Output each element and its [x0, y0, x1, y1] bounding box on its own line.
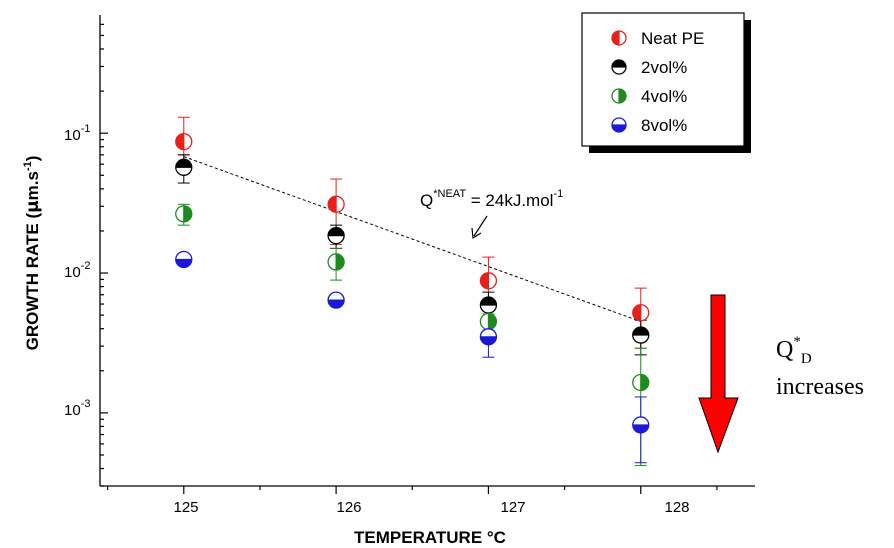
- legend-label-8vol: 8vol%: [641, 116, 687, 135]
- data-point-s3-p1-half-fill: [327, 299, 345, 309]
- data-point-s2-p0: [175, 205, 193, 223]
- x-tick-label-126: 126: [336, 499, 361, 516]
- data-point-s1-p1-half-fill: [327, 227, 345, 236]
- data-point-s3-p0-half-fill: [175, 259, 193, 268]
- data-point-s3-p3-half-fill: [632, 424, 650, 434]
- x-tick-label-125: 125: [173, 499, 198, 516]
- legend-marker-s3: [611, 117, 627, 133]
- data-point-s1-p3-half-fill: [632, 326, 650, 336]
- data-point-s1-p0-half-fill: [175, 159, 193, 168]
- y-tick-label-2: 10-2: [64, 260, 90, 281]
- data-point-s0-p0-half-fill: [175, 133, 185, 150]
- data-point-s2-p3: [632, 373, 650, 392]
- data-point-s0-p3: [632, 304, 650, 322]
- plot-marks: [175, 116, 650, 467]
- x-tick-label-127: 127: [500, 499, 525, 516]
- data-point-s0-p1: [327, 195, 345, 213]
- y-axis-title: GROWTH RATE (μm.s-1): [22, 156, 43, 351]
- increases-label: increases: [776, 374, 864, 400]
- data-point-s1-p3: [632, 326, 650, 344]
- legend: Neat PE 2vol% 4vol% 8vol%: [581, 12, 751, 153]
- legend-markers: [611, 30, 627, 133]
- y-tick-label-1: 10-1: [64, 123, 90, 144]
- data-point-s1-p2-half-fill: [480, 296, 497, 306]
- legend-box: [581, 12, 745, 147]
- y-ticks: [100, 23, 108, 487]
- data-point-s0-p2-half-fill: [480, 272, 489, 290]
- qd-label: Q*D: [776, 334, 812, 367]
- red-down-arrow: [698, 294, 739, 454]
- x-ticks: [107, 486, 718, 494]
- activation-energy-label: Q*NEAT = 24kJ.mol-1: [420, 188, 563, 210]
- data-point-s1-p1: [327, 227, 345, 245]
- data-point-s0-p0: [175, 132, 193, 151]
- legend-label-4vol: 4vol%: [641, 87, 687, 106]
- data-point-s3-p1: [327, 291, 345, 309]
- data-point-s0-p3-half-fill: [632, 304, 642, 321]
- data-point-s2-p1: [327, 253, 345, 271]
- data-point-s2-p2-half-fill: [488, 313, 497, 330]
- data-point-s2-p1-half-fill: [335, 253, 345, 271]
- x-axis-title: TEMPERATURE °C: [354, 528, 506, 547]
- legend-marker-s2: [611, 88, 627, 104]
- legend-label-neat-pe: Neat PE: [641, 29, 704, 48]
- data-point-s2-p2: [479, 312, 498, 331]
- data-point-s1-p0: [175, 158, 193, 176]
- data-point-s0-p1-half-fill: [327, 196, 337, 213]
- legend-marker-s0: [611, 30, 627, 46]
- data-point-s2-p3-half-fill: [640, 374, 649, 391]
- activation-energy-fit-line: [183, 156, 641, 322]
- legend-label-2vol: 2vol%: [641, 58, 687, 77]
- y-tick-label-3: 10-3: [64, 398, 90, 419]
- data-point-s3-p2: [479, 328, 498, 346]
- data-point-s3-p3: [632, 416, 650, 434]
- legend-marker-s1: [611, 59, 627, 75]
- data-point-s3-p2-half-fill: [480, 336, 497, 345]
- data-point-s3-p0: [175, 250, 193, 269]
- data-point-s1-p2: [479, 296, 498, 314]
- annotation-pointer-arrow: [471, 215, 488, 240]
- x-tick-label-128: 128: [664, 499, 689, 516]
- data-point-s0-p2: [479, 272, 498, 290]
- data-point-s2-p0-half-fill: [183, 205, 192, 223]
